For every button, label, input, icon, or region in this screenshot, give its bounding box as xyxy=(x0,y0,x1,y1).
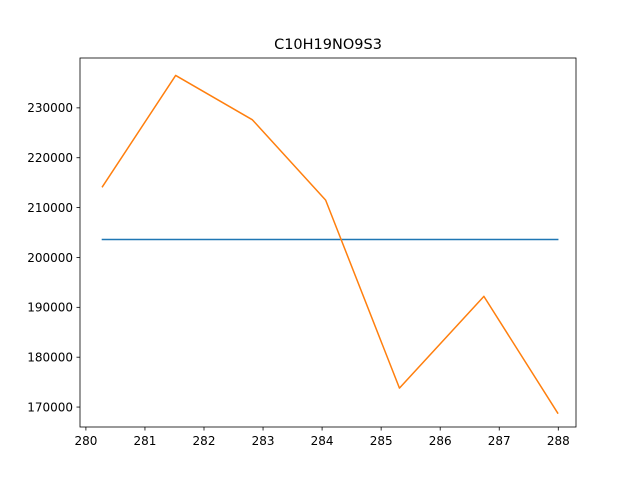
y-tick-label: 230000 xyxy=(27,101,73,115)
y-tick-label: 180000 xyxy=(27,350,73,364)
axes-layer: 280 281 282 283 284 285 286 287 288 170000 180000 1… xyxy=(27,57,577,448)
x-tick-label: 283 xyxy=(252,434,275,448)
x-tick-label: 282 xyxy=(193,434,216,448)
y-tick-label: 220000 xyxy=(27,151,73,165)
plot-frame xyxy=(79,57,577,428)
x-tick-label: 284 xyxy=(311,434,334,448)
x-tick-label: 285 xyxy=(370,434,393,448)
y-tick-label: 170000 xyxy=(27,400,73,414)
x-tick-label: 286 xyxy=(429,434,452,448)
x-tick-label: 280 xyxy=(74,434,97,448)
y-tick-label: 200000 xyxy=(27,251,73,265)
x-tick-label: 288 xyxy=(547,434,570,448)
chart-title: C10H19NO9S3 xyxy=(274,37,382,53)
y-tick-label: 190000 xyxy=(27,301,73,315)
y-tick-label: 210000 xyxy=(27,201,73,215)
x-tick-label: 287 xyxy=(488,434,511,448)
x-tick-label: 281 xyxy=(133,434,156,448)
series-layer xyxy=(101,74,559,415)
series-line-2 xyxy=(101,74,559,415)
